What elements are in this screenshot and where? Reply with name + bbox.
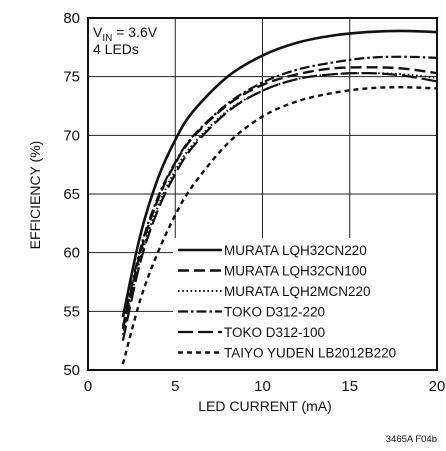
x-axis-title: LED CURRENT (mA) [198,398,332,414]
legend-label: TOKO D312-220 [224,305,325,320]
legend-label: TOKO D312-100 [224,325,325,340]
x-tick-label: 10 [254,378,271,395]
y-tick-label: 80 [63,10,80,27]
legend: MURATA LQH32CN220 MURATA LQH32CN100 MURATA… [178,243,396,361]
axis-ticks: 0 5 10 15 20 50 55 60 65 70 75 80 [63,10,445,395]
figure-id: 3465A F04b [386,434,437,445]
y-tick-label: 50 [63,362,80,379]
y-tick-label: 60 [63,245,80,262]
vin-annotation: VIN = 3.6V [93,24,158,44]
y-tick-label: 70 [63,127,80,144]
legend-label: MURATA LQH32CN100 [224,264,367,279]
series-line-taiyo-yuden-lb2012b220 [121,86,438,365]
x-tick-label: 5 [171,378,179,395]
legend-label: MURATA LQH32CN220 [224,243,367,258]
series-line-murata-lqh32cn220 [121,29,438,318]
x-tick-label: 0 [84,378,92,395]
series-line-murata-lqh32cn100 [121,66,438,330]
series-line-toko-d312-220 [121,55,438,327]
y-axis-title: EFFICIENCY (%) [27,141,43,250]
x-tick-label: 15 [341,378,358,395]
series-line-toko-d312-100 [121,72,438,341]
x-tick-label: 20 [429,378,446,395]
led-count-annotation: 4 LEDs [93,41,139,57]
y-tick-label: 55 [63,303,80,320]
legend-label: MURATA LQH2MCN220 [224,284,371,299]
series-lines [121,29,438,365]
legend-label: TAIYO YUDEN LB2012B220 [224,346,396,361]
legend-background [173,238,436,369]
y-tick-label: 75 [63,69,80,86]
y-tick-label: 65 [63,186,80,203]
plot-area-frame [87,17,438,371]
